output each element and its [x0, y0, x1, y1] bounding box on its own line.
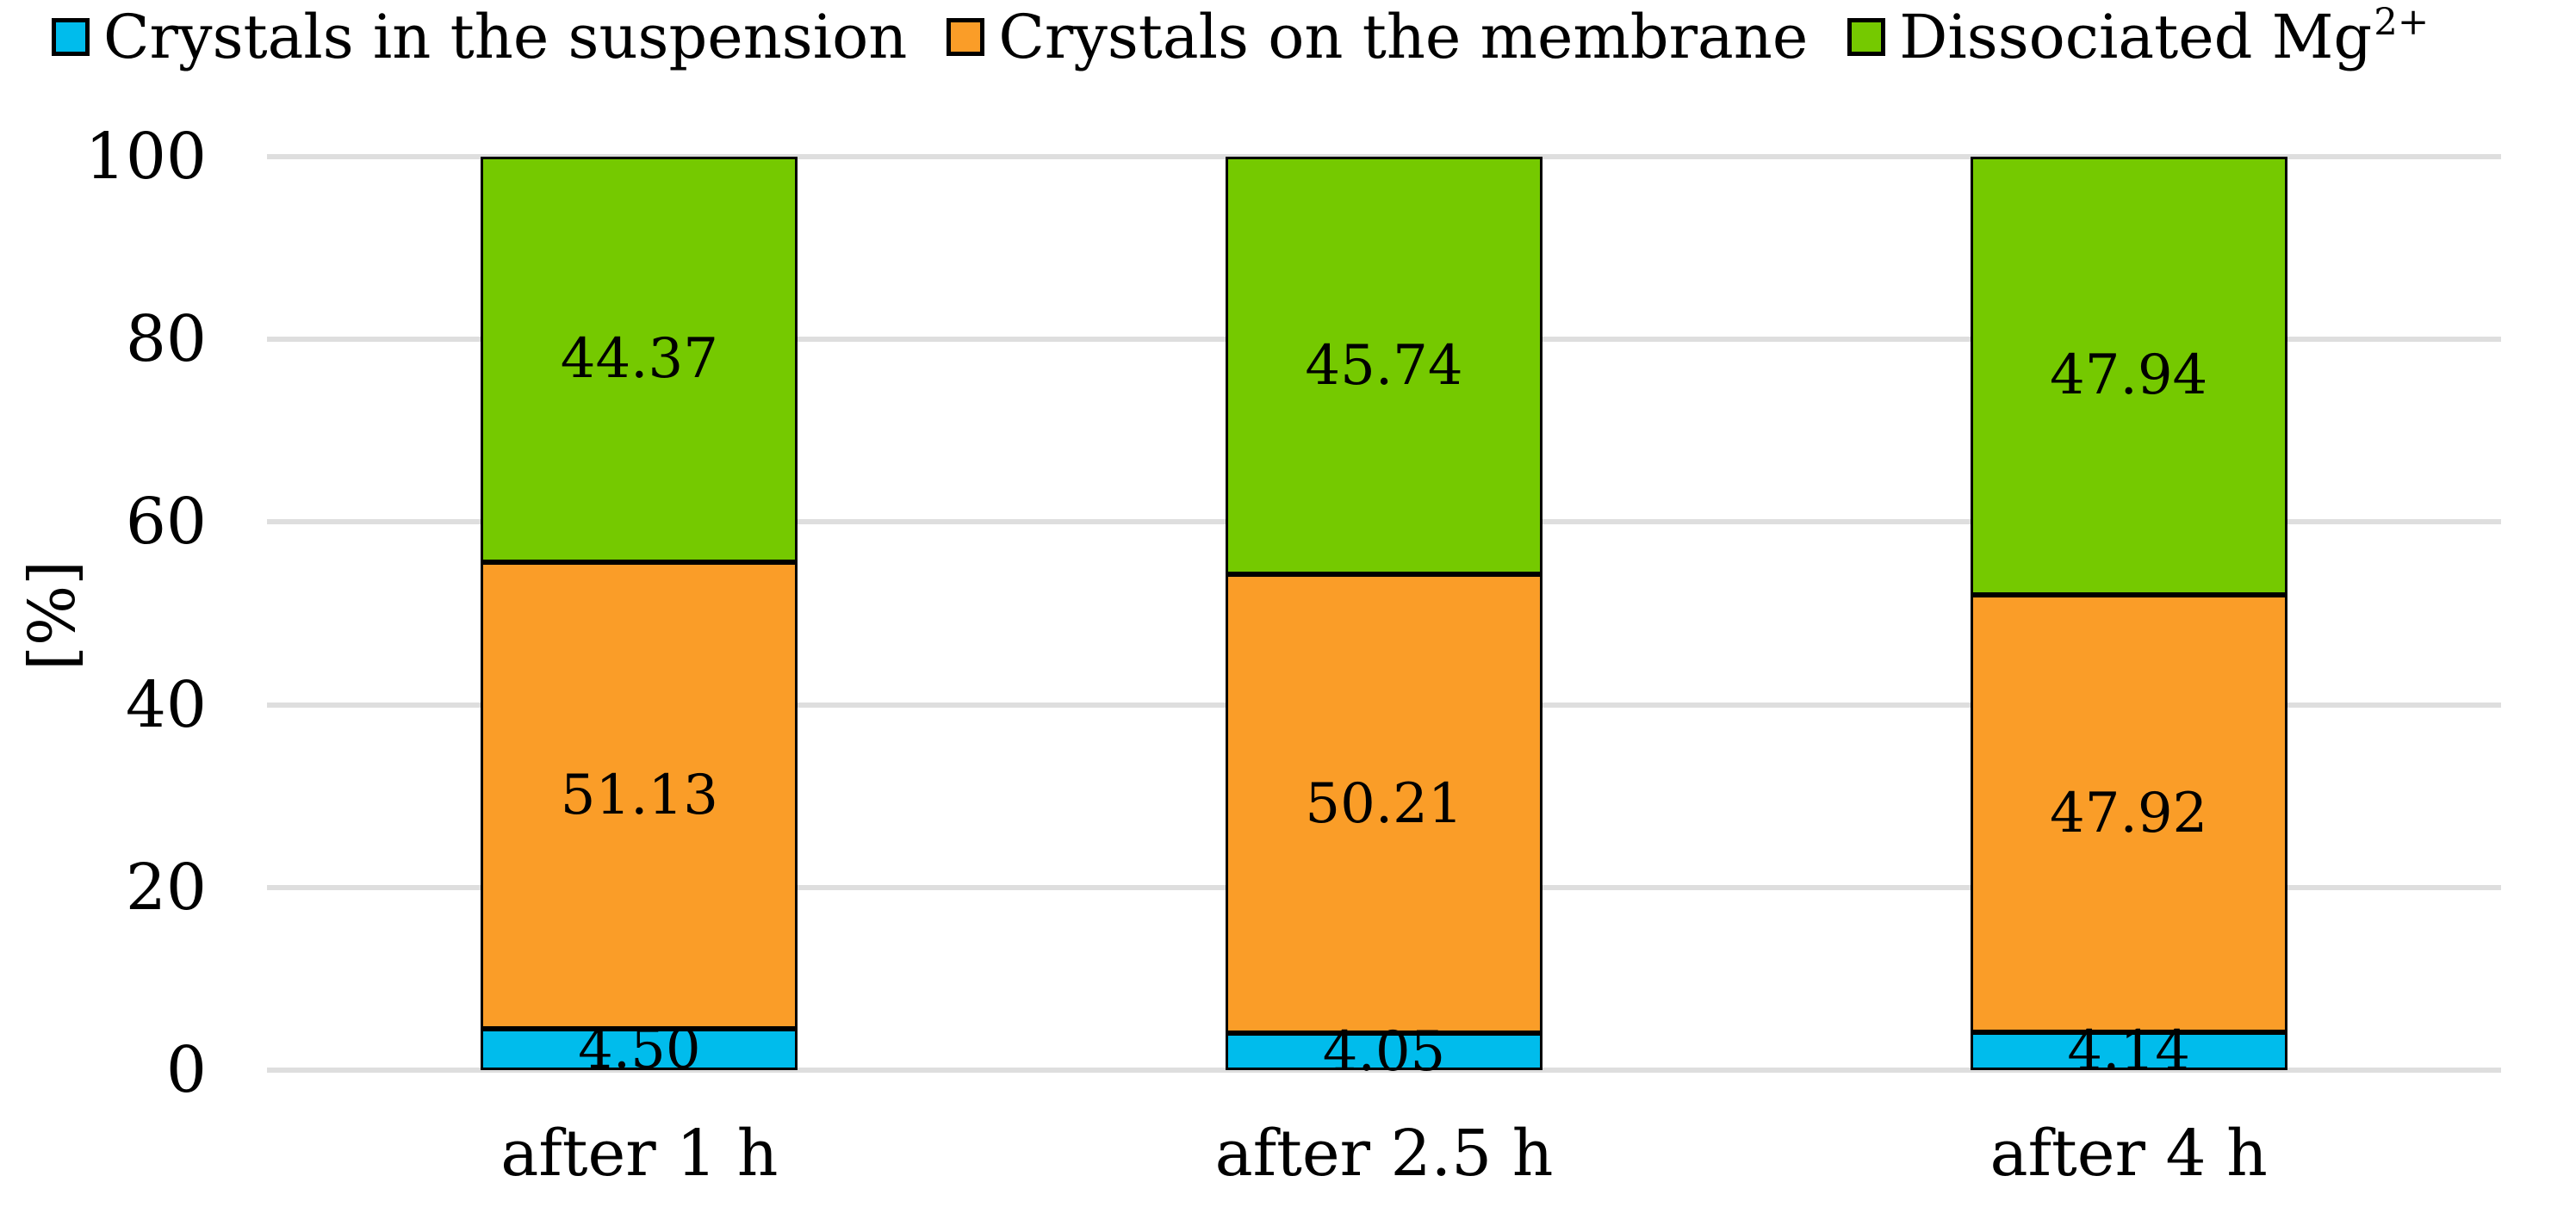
- segment-dissociated-mg2-after-2-5-h: 45.74: [1226, 157, 1542, 575]
- legend-swatch-crystals-suspension: [52, 18, 90, 56]
- data-label-crystals-in-the-suspension-after-2-5-h: 4.05: [1322, 1019, 1446, 1084]
- data-label-dissociated-mg2-after-4-h: 47.94: [2050, 344, 2208, 408]
- legend: Crystals in the suspension Crystals on t…: [52, 3, 2429, 67]
- x-axis-label-after-4-h: after 4 h: [1989, 1117, 2268, 1191]
- legend-label-crystals-membrane: Crystals on the membrane: [998, 2, 1809, 72]
- y-tick-label-20: 20: [125, 850, 207, 925]
- legend-label-crystals-suspension: Crystals in the suspension: [103, 2, 908, 72]
- legend-swatch-crystals-membrane: [947, 18, 985, 56]
- y-tick-label-80: 80: [125, 302, 207, 377]
- bar-after-2-5-h: 4.05 50.21 45.74: [1226, 157, 1542, 1080]
- data-label-dissociated-mg2-after-1-h: 44.37: [560, 327, 718, 392]
- legend-item-crystals-membrane: Crystals on the membrane: [947, 7, 1808, 67]
- x-axis-label-after-1-h: after 1 h: [500, 1117, 779, 1191]
- legend-label-dissociated-mg: Dissociated Mg2+: [1899, 3, 2429, 67]
- gridline-100: [267, 154, 2501, 159]
- y-tick-label-40: 40: [125, 667, 207, 742]
- segment-crystals-on-the-membrane-after-4-h: 47.92: [1970, 594, 2287, 1033]
- legend-swatch-dissociated-mg: [1847, 18, 1886, 56]
- y-axis-title: [%]: [16, 560, 90, 672]
- x-axis-label-after-2-5-h: after 2.5 h: [1214, 1117, 1554, 1191]
- bar-after-4-h: 4.14 47.92 47.94: [1970, 157, 2287, 1079]
- legend-item-crystals-suspension: Crystals in the suspension: [52, 7, 907, 67]
- data-label-crystals-in-the-suspension-after-1-h: 4.50: [578, 1018, 701, 1082]
- legend-label-dissociated-mg-superscript: 2+: [2374, 1, 2430, 45]
- segment-dissociated-mg2-after-1-h: 44.37: [481, 157, 798, 562]
- segment-crystals-on-the-membrane-after-1-h: 51.13: [481, 561, 798, 1030]
- segment-crystals-on-the-membrane-after-2-5-h: 50.21: [1226, 574, 1542, 1034]
- segment-dissociated-mg2-after-4-h: 47.94: [1970, 157, 2287, 595]
- y-tick-label-100: 100: [84, 120, 207, 194]
- segment-crystals-in-the-suspension-after-2-5-h: 4.05: [1226, 1024, 1542, 1080]
- data-label-dissociated-mg2-after-2-5-h: 45.74: [1305, 333, 1463, 398]
- legend-item-dissociated-mg: Dissociated Mg2+: [1847, 3, 2429, 67]
- segment-crystals-in-the-suspension-after-1-h: 4.50: [481, 1022, 798, 1077]
- y-tick-label-0: 0: [165, 1033, 207, 1107]
- bar-after-1-h: 4.50 51.13 44.37: [481, 157, 798, 1077]
- legend-label-dissociated-mg-base: Dissociated Mg: [1899, 2, 2373, 72]
- data-label-crystals-on-the-membrane-after-2-5-h: 50.21: [1305, 771, 1463, 836]
- segment-crystals-in-the-suspension-after-4-h: 4.14: [1970, 1024, 2287, 1079]
- data-label-crystals-on-the-membrane-after-4-h: 47.92: [2050, 781, 2208, 845]
- data-label-crystals-in-the-suspension-after-4-h: 4.14: [2067, 1019, 2190, 1084]
- y-tick-label-60: 60: [125, 485, 207, 560]
- data-label-crystals-on-the-membrane-after-1-h: 51.13: [560, 764, 718, 828]
- gridline-0: [267, 1068, 2501, 1073]
